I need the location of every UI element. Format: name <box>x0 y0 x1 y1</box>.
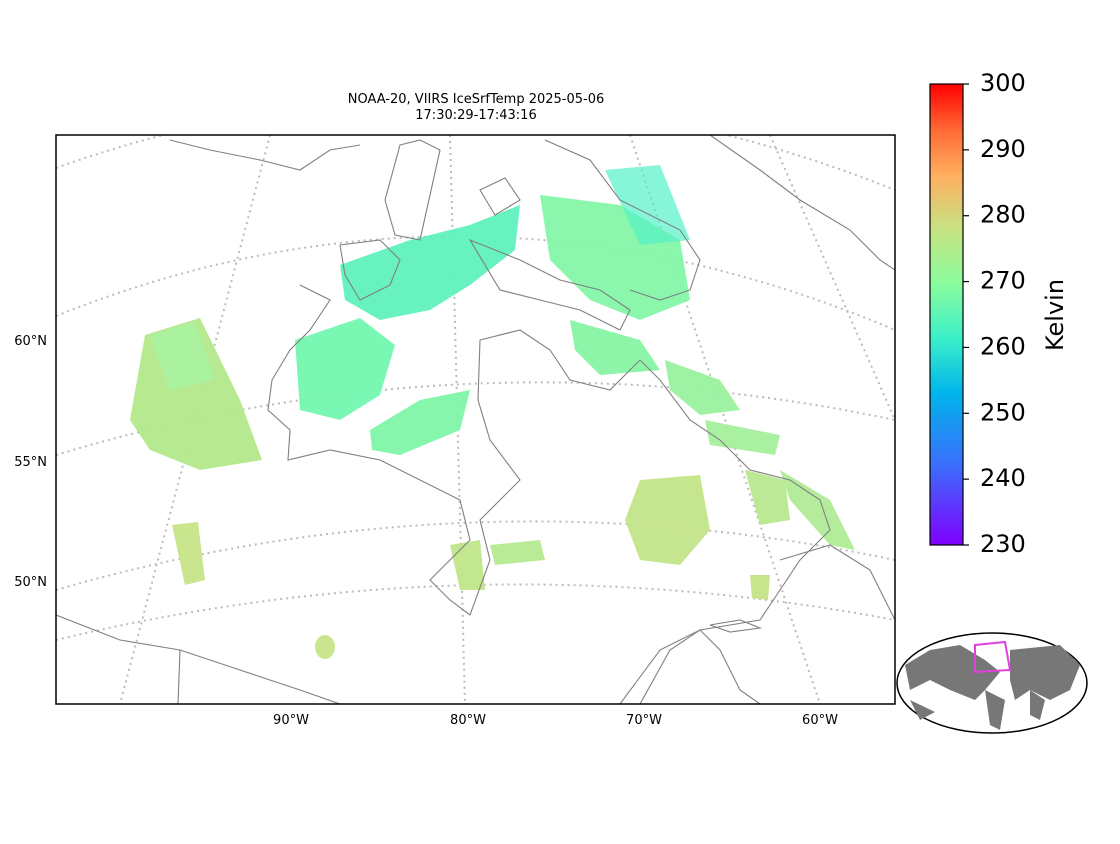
lon-label: 90°W <box>273 713 309 728</box>
colorbar-tick-label: 290 <box>980 135 1026 163</box>
lon-label: 60°W <box>802 713 838 728</box>
colorbar <box>929 83 964 546</box>
colorbar-tick-label: 250 <box>980 398 1026 426</box>
lat-label: 60°N <box>14 334 47 349</box>
lat-label: 50°N <box>14 575 47 590</box>
map-area <box>56 135 895 704</box>
colorbar-tick-label: 240 <box>980 464 1026 492</box>
lon-label: 70°W <box>626 713 662 728</box>
colorbar-tick-label: 270 <box>980 267 1026 295</box>
graticule <box>769 135 895 421</box>
colorbar-tick-label: 300 <box>980 69 1026 97</box>
colorbar-tick-label: 260 <box>980 332 1026 360</box>
inset-globe <box>896 632 1088 734</box>
colorbar-ticks: 230 240 250 260 270 280 290 300 <box>963 69 1026 558</box>
title-line: 17:30:29-17:43:16 <box>415 108 536 123</box>
title-line: NOAA-20, VIIRS IceSrfTemp 2025-05-06 <box>348 92 605 107</box>
ice-temperature-swath <box>130 165 855 659</box>
lon-label: 80°W <box>450 713 486 728</box>
map-frame <box>55 134 896 705</box>
graticule <box>56 583 895 641</box>
lat-label: 55°N <box>14 455 47 470</box>
graticule <box>629 135 821 704</box>
colorbar-label: Kelvin <box>1041 279 1069 351</box>
colorbar-tick-label: 280 <box>980 201 1026 229</box>
colorbar-tick-label: 230 <box>980 530 1026 558</box>
